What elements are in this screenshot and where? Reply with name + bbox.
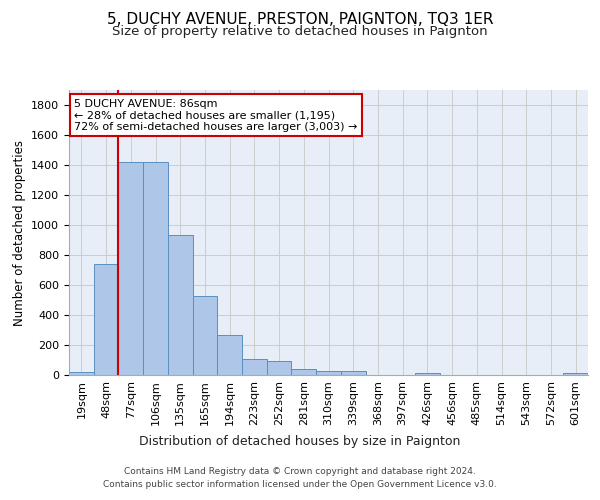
Bar	[316, 371, 341, 375]
Bar	[415, 373, 440, 375]
Text: Contains public sector information licensed under the Open Government Licence v3: Contains public sector information licen…	[103, 480, 497, 489]
Y-axis label: Number of detached properties: Number of detached properties	[13, 140, 26, 326]
Bar	[217, 335, 242, 375]
Bar	[242, 359, 267, 375]
Bar	[69, 372, 94, 375]
Bar	[341, 371, 365, 375]
Bar	[267, 361, 292, 375]
Bar	[193, 296, 217, 375]
Bar	[94, 264, 118, 375]
Text: Contains HM Land Registry data © Crown copyright and database right 2024.: Contains HM Land Registry data © Crown c…	[124, 468, 476, 476]
Text: 5, DUCHY AVENUE, PRESTON, PAIGNTON, TQ3 1ER: 5, DUCHY AVENUE, PRESTON, PAIGNTON, TQ3 …	[107, 12, 493, 28]
Bar	[143, 162, 168, 375]
Text: Size of property relative to detached houses in Paignton: Size of property relative to detached ho…	[112, 25, 488, 38]
Text: Distribution of detached houses by size in Paignton: Distribution of detached houses by size …	[139, 435, 461, 448]
Bar	[292, 370, 316, 375]
Text: 5 DUCHY AVENUE: 86sqm
← 28% of detached houses are smaller (1,195)
72% of semi-d: 5 DUCHY AVENUE: 86sqm ← 28% of detached …	[74, 98, 358, 132]
Bar	[168, 235, 193, 375]
Bar	[563, 373, 588, 375]
Bar	[118, 162, 143, 375]
